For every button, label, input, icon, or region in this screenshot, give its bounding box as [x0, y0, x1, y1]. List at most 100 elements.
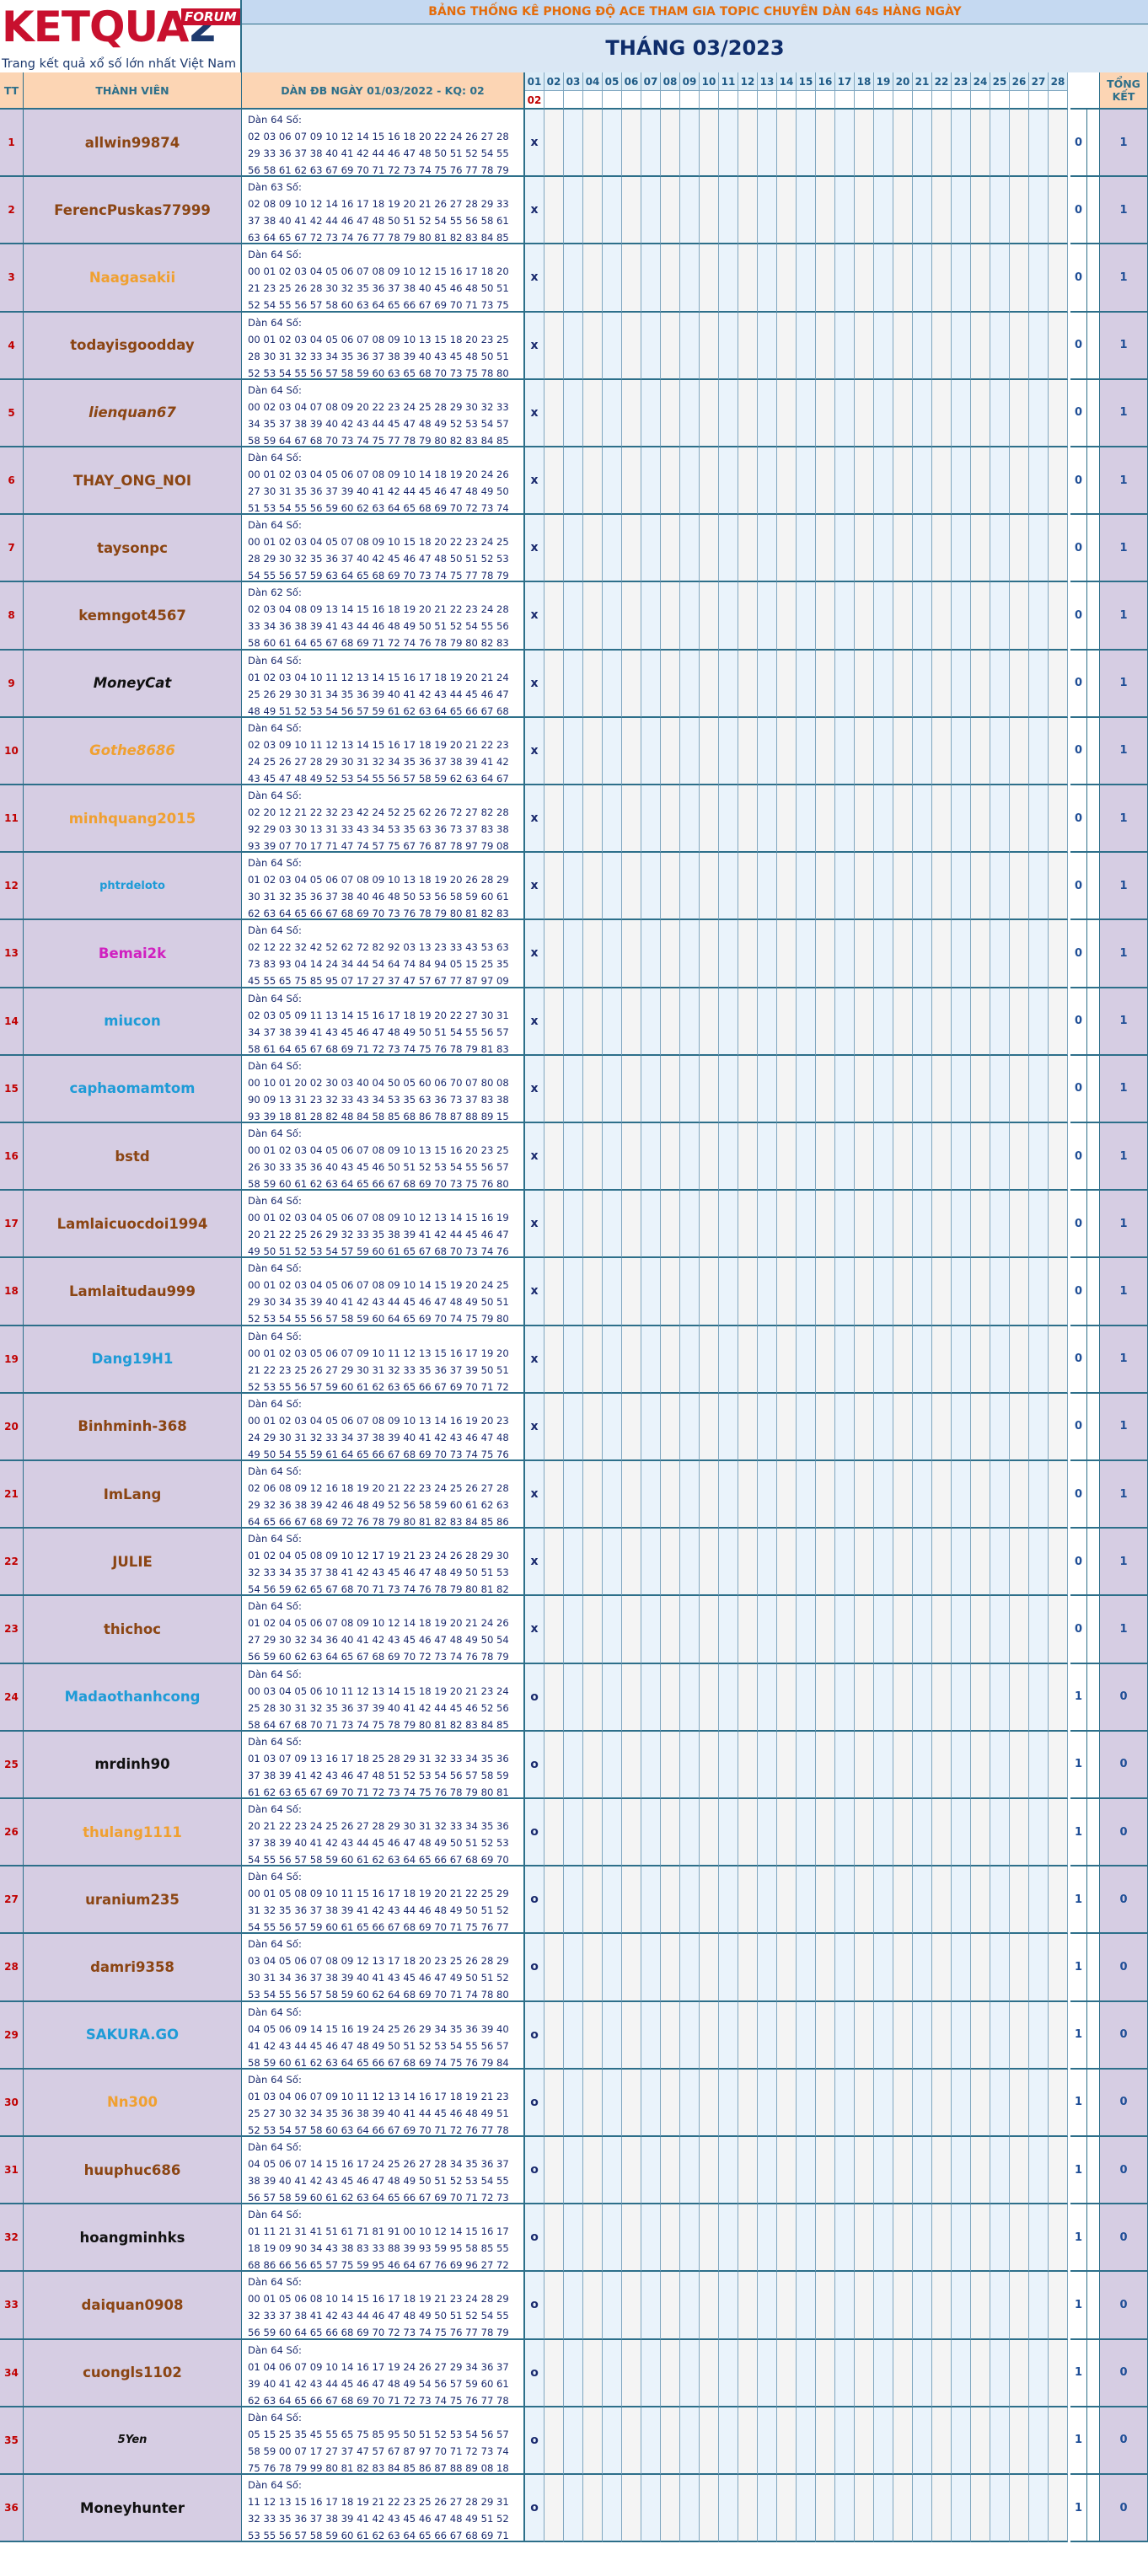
dan-numbers-cell: Dàn 64 Số: 00 02 03 04 07 08 09 20 22 23 …	[242, 379, 525, 447]
day-cell	[835, 177, 855, 245]
day-cell	[1029, 379, 1049, 447]
member-name-link[interactable]: Lamlaitudau999	[24, 1258, 242, 1326]
member-name-link[interactable]: cuongls1102	[24, 2339, 242, 2407]
day-cell	[1010, 2001, 1029, 2070]
table-row: 28 damri9358 Dàn 64 Số: 03 04 05 06 07 08 0…	[0, 1934, 1148, 2002]
header-total: TỔNG KẾT	[1100, 72, 1148, 110]
day-cell	[913, 110, 932, 178]
day-result-mark: o	[525, 1866, 544, 1935]
day-cell	[641, 650, 661, 718]
member-name-link[interactable]: SAKURA.GO	[24, 2001, 242, 2070]
member-name-link[interactable]: mrdinh90	[24, 1731, 242, 1799]
day-cell	[680, 2272, 700, 2340]
member-name-link[interactable]: Moneyhunter	[24, 2475, 242, 2543]
day-cell	[622, 582, 641, 651]
day-cell	[1010, 2204, 1029, 2273]
member-name-link[interactable]: daiquan0908	[24, 2272, 242, 2340]
member-name-link[interactable]: lienquan67	[24, 379, 242, 447]
dan-number-list: 01 02 03 04 10 11 12 13 14 15 16 17 18 1…	[248, 671, 509, 717]
member-name-link[interactable]: caphaomamtom	[24, 1055, 242, 1123]
member-name-link[interactable]: miucon	[24, 988, 242, 1056]
member-name-link[interactable]: thulang1111	[24, 1799, 242, 1867]
day-cell	[971, 1461, 990, 1529]
day-cell	[1049, 2272, 1068, 2340]
member-name-link[interactable]: Bemai2k	[24, 920, 242, 988]
member-name-link[interactable]: Binhminh-368	[24, 1393, 242, 1461]
total-count: 0	[1100, 2001, 1148, 2070]
member-name-link[interactable]: Dang19H1	[24, 1325, 242, 1394]
dan-number-list: 02 12 22 32 42 52 62 72 82 92 03 13 23 3…	[248, 941, 509, 988]
member-name-link[interactable]: Lamlaicuocdoi1994	[24, 1191, 242, 1259]
member-name-link[interactable]: phtrdeloto	[24, 853, 242, 921]
table-row: 29 SAKURA.GO Dàn 64 Số: 04 05 06 09 14 15 1…	[0, 2001, 1148, 2070]
day-cell	[816, 447, 835, 516]
member-name-link[interactable]: bstd	[24, 1123, 242, 1192]
member-name-link[interactable]: Naagasakii	[24, 244, 242, 313]
member-name-link[interactable]: damri9358	[24, 1934, 242, 2002]
member-name-link[interactable]: Nn300	[24, 2069, 242, 2137]
day-cell	[641, 2407, 661, 2475]
member-name-link[interactable]: Madaothanhcong	[24, 1663, 242, 1732]
day-cell	[797, 1731, 816, 1799]
day-cell	[700, 2475, 719, 2543]
day-cell	[700, 1799, 719, 1867]
day-cell	[990, 1866, 1010, 1935]
member-name-link[interactable]: todayisgoodday	[24, 312, 242, 380]
table-row: 6 THAY_ONG_NOI Dàn 64 Số: 00 01 02 03 04 05…	[0, 447, 1148, 516]
member-name-link[interactable]: uranium235	[24, 1866, 242, 1935]
day-cell	[816, 650, 835, 718]
dan-numbers-cell: Dàn 64 Số: 00 10 01 20 02 30 03 40 04 50 …	[242, 1055, 525, 1123]
day-cell	[622, 379, 641, 447]
day-cell	[893, 988, 913, 1056]
day-cell	[738, 2339, 758, 2407]
day-cell	[719, 177, 738, 245]
member-name-link[interactable]: FerencPuskas77999	[24, 177, 242, 245]
win-count: 0	[1070, 447, 1087, 516]
day-cell	[835, 785, 855, 854]
member-name-link[interactable]: taysonpc	[24, 515, 242, 583]
day-result-mark: x	[525, 717, 544, 785]
member-name-link[interactable]: minhquang2015	[24, 785, 242, 854]
row-number: 19	[0, 1325, 24, 1394]
day-cell	[835, 1393, 855, 1461]
member-name-link[interactable]: hoangminhks	[24, 2204, 242, 2273]
day-cell	[719, 1393, 738, 1461]
day-cell	[874, 1123, 893, 1192]
day-cell	[583, 2137, 603, 2205]
row-number: 23	[0, 1596, 24, 1664]
day-result-mark: x	[525, 515, 544, 583]
day-cell	[835, 1596, 855, 1664]
member-name-link[interactable]: Gothe8686	[24, 717, 242, 785]
member-name-link[interactable]: 5Yen	[24, 2407, 242, 2475]
day-cell	[1049, 515, 1068, 583]
day-cell	[700, 988, 719, 1056]
spacer-cell	[1087, 447, 1100, 516]
day-cell	[971, 717, 990, 785]
day-cell	[603, 1731, 622, 1799]
day-cell	[932, 379, 952, 447]
site-logo[interactable]: KETQUA2 FORUM Trang kết quả xổ số lớn nh…	[0, 0, 242, 72]
day-cell	[583, 2475, 603, 2543]
day-cell	[622, 1393, 641, 1461]
day-cell	[777, 177, 797, 245]
day-cell	[603, 2475, 622, 2543]
member-name-link[interactable]: JULIE	[24, 1529, 242, 1597]
member-name-link[interactable]: THAY_ONG_NOI	[24, 447, 242, 516]
day-cell	[661, 1393, 680, 1461]
member-name-link[interactable]: kemngot4567	[24, 582, 242, 651]
day-cell	[913, 1529, 932, 1597]
day-cell	[622, 1934, 641, 2002]
day-cell	[700, 1191, 719, 1259]
day-cell	[971, 853, 990, 921]
day-cell	[913, 1866, 932, 1935]
member-name-link[interactable]: ImLang	[24, 1461, 242, 1529]
day-cell	[544, 1461, 564, 1529]
day-cell	[758, 1529, 777, 1597]
day-cell	[564, 2272, 583, 2340]
member-name-link[interactable]: MoneyCat	[24, 650, 242, 718]
win-count: 1	[1070, 2001, 1087, 2070]
member-name-link[interactable]: allwin99874	[24, 110, 242, 178]
member-name-link[interactable]: thichoc	[24, 1596, 242, 1664]
member-name-link[interactable]: huuphuc686	[24, 2137, 242, 2205]
day-cell	[661, 1596, 680, 1664]
